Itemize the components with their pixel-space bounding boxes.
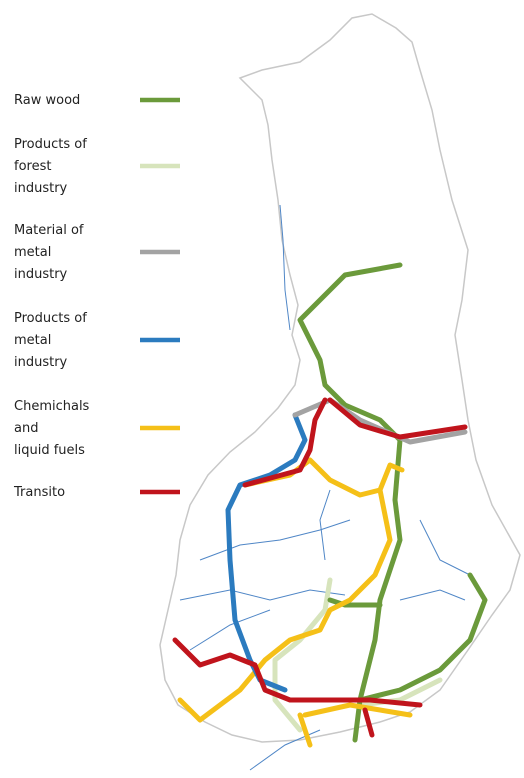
routes bbox=[172, 262, 488, 748]
route bbox=[357, 572, 488, 703]
route bbox=[297, 262, 403, 743]
route bbox=[242, 397, 328, 488]
legend: Raw wood Products of forest industry Materia… bbox=[13, 93, 180, 500]
legend-label: industry bbox=[14, 355, 68, 370]
route bbox=[172, 637, 423, 708]
legend-label: industry bbox=[14, 181, 68, 196]
legend-label: Raw wood bbox=[14, 93, 80, 108]
legend-label: metal bbox=[14, 333, 51, 348]
route bbox=[272, 577, 333, 733]
legend-label: liquid fuels bbox=[14, 443, 85, 458]
country-outline bbox=[159, 13, 521, 743]
legend-label: Material of bbox=[14, 223, 84, 238]
legend-label: Chemichals bbox=[14, 399, 90, 414]
route bbox=[297, 702, 413, 748]
route bbox=[357, 677, 443, 708]
legend-label: Transito bbox=[13, 485, 65, 500]
legend-label: metal bbox=[14, 245, 51, 260]
route bbox=[225, 412, 308, 693]
route bbox=[292, 397, 468, 445]
legend-label: industry bbox=[14, 267, 68, 282]
legend-label: Products of bbox=[14, 311, 87, 326]
rivers bbox=[179, 204, 471, 771]
legend-label: forest bbox=[14, 159, 51, 174]
route bbox=[177, 487, 393, 723]
legend-label: Products of bbox=[14, 137, 87, 152]
legend-label: and bbox=[14, 421, 38, 436]
route bbox=[327, 397, 468, 440]
route bbox=[362, 707, 375, 738]
